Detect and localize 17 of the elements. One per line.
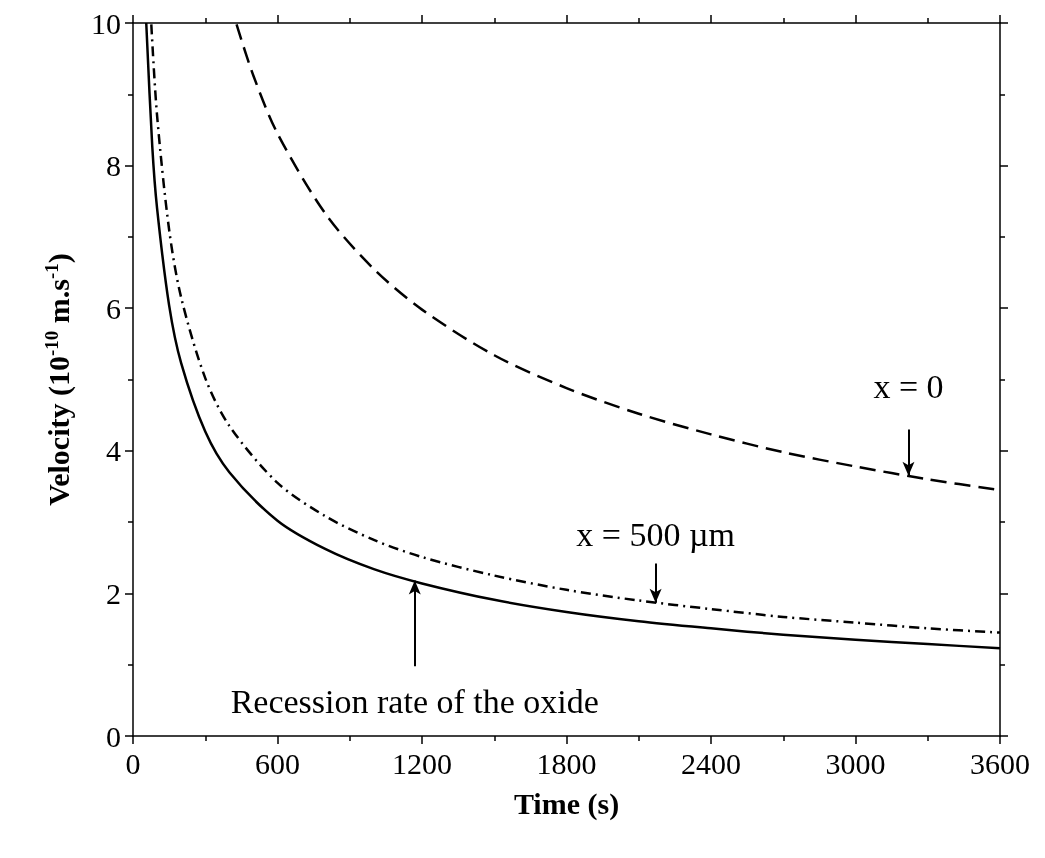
x-tick-label: 1800 xyxy=(536,746,597,780)
x-tick-label: 3600 xyxy=(970,746,1030,780)
y-axis-title: Velocity (10-10 m.s-1) xyxy=(41,253,76,506)
y-tick-label: 0 xyxy=(106,719,121,753)
y-tick-label: 8 xyxy=(106,149,121,183)
x-tick-label: 2400 xyxy=(681,746,741,780)
x-tick-label: 1200 xyxy=(392,746,452,780)
x-tick-label: 600 xyxy=(255,746,300,780)
annotation: Recession rate of the oxide xyxy=(230,683,599,721)
y-tick-label: 6 xyxy=(106,291,121,325)
y-tick-label: 2 xyxy=(106,576,121,610)
y-tick-label: 4 xyxy=(106,434,121,468)
annotation: x = 500 µm xyxy=(576,516,735,554)
annotation: x = 0 xyxy=(873,368,944,406)
x-axis-title: Time (s) xyxy=(513,786,620,821)
y-tick-label: 10 xyxy=(91,6,121,40)
x-tick-label: 3000 xyxy=(825,746,886,780)
